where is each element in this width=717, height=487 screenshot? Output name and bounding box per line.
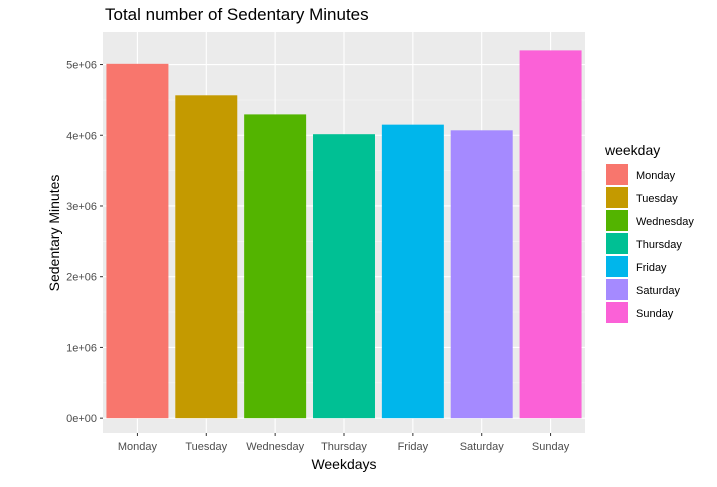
legend-key-sunday bbox=[606, 302, 628, 323]
bar-thursday bbox=[313, 134, 375, 419]
bar-monday bbox=[106, 63, 169, 419]
legend-key-friday bbox=[606, 256, 628, 277]
legend-items: Monday Tuesday Wednesday Thursday Friday Satu… bbox=[606, 164, 694, 323]
y-axis-title: Sedentary Minutes bbox=[46, 175, 62, 292]
x-tick-label: Saturday bbox=[460, 441, 505, 453]
chart-title: Total number of Sedentary Minutes bbox=[105, 5, 369, 24]
legend-label: Friday bbox=[636, 262, 667, 274]
y-tick-label: 1e+06 bbox=[66, 342, 97, 354]
legend-label: Thursday bbox=[636, 239, 682, 251]
x-tick-label: Tuesday bbox=[185, 441, 227, 453]
bar-saturday bbox=[450, 130, 513, 419]
y-axis: 0e+00 1e+06 2e+06 3e+06 4e+06 5e+06 bbox=[66, 60, 103, 425]
x-tick-label: Wednesday bbox=[246, 441, 304, 453]
y-tick-label: 2e+06 bbox=[66, 272, 97, 284]
bar-friday bbox=[381, 124, 444, 419]
y-tick-label: 4e+06 bbox=[66, 130, 97, 142]
legend-label: Tuesday bbox=[636, 193, 678, 205]
x-tick-label: Sunday bbox=[532, 441, 570, 453]
legend-label: Saturday bbox=[636, 285, 681, 297]
legend-key-thursday bbox=[606, 233, 628, 254]
x-axis: Monday Tuesday Wednesday Thursday Friday Satu… bbox=[118, 433, 570, 453]
x-axis-title: Weekdays bbox=[311, 456, 376, 472]
legend-title: weekday bbox=[604, 142, 660, 158]
bars bbox=[106, 50, 582, 419]
legend-label: Monday bbox=[636, 170, 676, 182]
bar-wednesday bbox=[244, 114, 307, 419]
x-tick-label: Monday bbox=[118, 441, 158, 453]
x-tick-label: Thursday bbox=[321, 441, 367, 453]
legend-label: Sunday bbox=[636, 308, 674, 320]
y-tick-label: 5e+06 bbox=[66, 60, 97, 72]
legend-key-tuesday bbox=[606, 187, 628, 208]
legend-key-wednesday bbox=[606, 210, 628, 231]
legend-label: Wednesday bbox=[636, 216, 694, 228]
y-tick-label: 3e+06 bbox=[66, 201, 97, 213]
legend-key-monday bbox=[606, 164, 628, 185]
bar-tuesday bbox=[175, 95, 238, 419]
legend: weekday Monday Tuesday Wednesday Thursday Fr… bbox=[604, 142, 694, 323]
y-tick-label: 0e+00 bbox=[66, 413, 97, 425]
legend-key-saturday bbox=[606, 279, 628, 300]
bar-sunday bbox=[519, 50, 582, 419]
x-tick-label: Friday bbox=[398, 441, 429, 453]
